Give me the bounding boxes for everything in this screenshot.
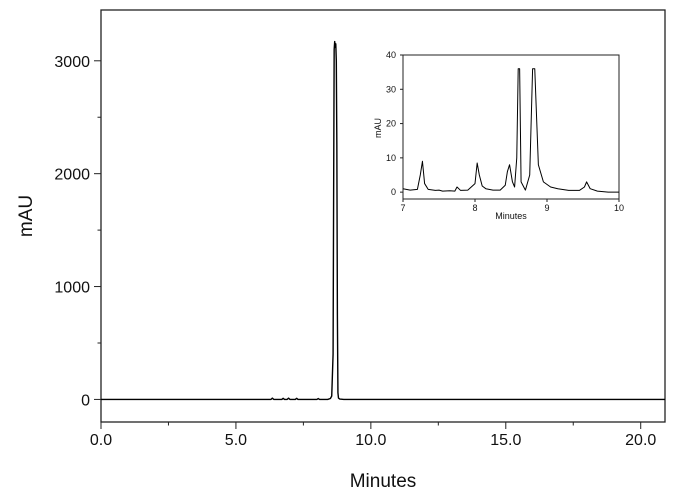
- main-x-axis: 0.0 5.0 10.0 15.0 20.0: [90, 422, 656, 449]
- main-y-axis-title: mAU: [16, 195, 37, 237]
- y-tick-label: 30: [386, 84, 396, 94]
- inset-chart: 7 8 9 10 0 10 20 30 40 Minutes mAU: [373, 50, 624, 221]
- x-tick-label: 15.0: [490, 432, 521, 449]
- inset-y-axis-title: mAU: [373, 118, 383, 138]
- series-line: [402, 68, 619, 193]
- inset-series-group: [402, 68, 619, 193]
- inset-x-axis: 7 8 9 10: [400, 199, 624, 213]
- main-series-group: [101, 40, 665, 401]
- y-tick-label: 0: [391, 187, 396, 197]
- main-y-axis: 0 1000 2000 3000: [54, 54, 101, 409]
- inset-x-axis-title: Minutes: [495, 211, 527, 221]
- x-tick-label: 10: [614, 203, 624, 213]
- series-line: [101, 40, 665, 401]
- inset-y-axis: 0 10 20 30 40: [386, 50, 403, 197]
- y-tick-label: 3000: [54, 54, 90, 71]
- x-tick-label: 9: [544, 203, 549, 213]
- x-tick-label: 8: [472, 203, 477, 213]
- y-tick-label: 10: [386, 153, 396, 163]
- x-tick-label: 5.0: [225, 432, 247, 449]
- y-tick-label: 40: [386, 50, 396, 60]
- x-tick-label: 10.0: [355, 432, 386, 449]
- x-tick-label: 20.0: [625, 432, 656, 449]
- y-tick-label: 1000: [54, 280, 90, 297]
- y-tick-label: 0: [81, 392, 90, 409]
- main-chart: 0.0 5.0 10.0 15.0 20.0 0 1000 2000 3000 Minutes…: [16, 9, 666, 492]
- x-tick-label: 7: [400, 203, 405, 213]
- main-plot-frame: [100, 9, 666, 423]
- y-tick-label: 2000: [54, 167, 90, 184]
- x-tick-label: 0.0: [90, 432, 112, 449]
- main-x-axis-title: Minutes: [350, 471, 417, 492]
- y-tick-label: 20: [386, 119, 396, 129]
- inset-plot-frame: [402, 54, 620, 200]
- inset-plot-bg: [403, 55, 619, 199]
